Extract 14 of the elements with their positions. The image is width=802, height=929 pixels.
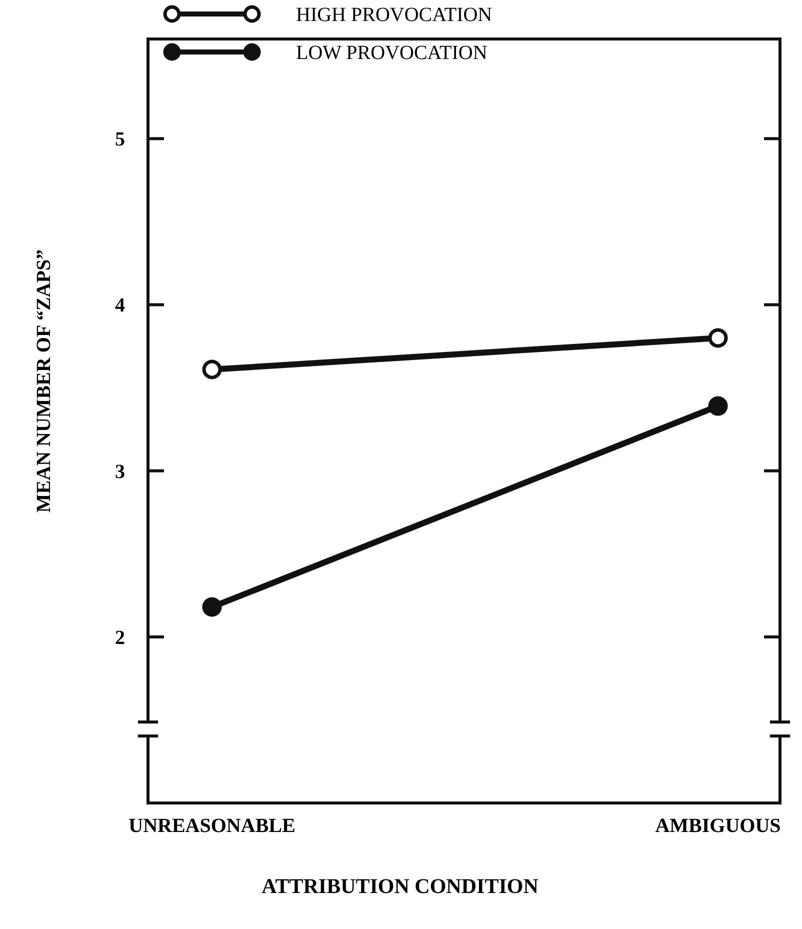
legend-label: LOW PROVOCATION — [296, 42, 488, 64]
y-tick-label: 4 — [115, 294, 125, 317]
point — [202, 597, 222, 617]
y-tick-label: 3 — [115, 460, 125, 483]
point — [708, 328, 728, 348]
x-tick-label: AMBIGUOUS — [655, 815, 781, 837]
y-tick-label: 2 — [115, 626, 125, 649]
legend-label: HIGH PROVOCATION — [296, 4, 492, 26]
point — [708, 396, 728, 416]
x-tick-label: UNREASONABLE — [128, 815, 296, 837]
y-axis-title: MEAN NUMBER OF “ZAPS” — [33, 249, 55, 513]
x-axis-title: ATTRIBUTION CONDITION — [262, 874, 538, 898]
y-tick-label: 5 — [115, 128, 125, 151]
point — [202, 360, 222, 380]
